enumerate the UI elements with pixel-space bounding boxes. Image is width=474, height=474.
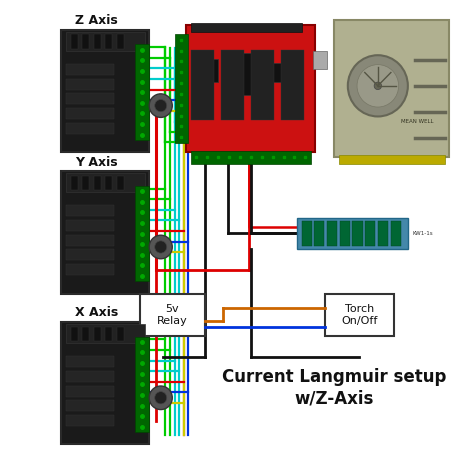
Bar <box>314 220 325 246</box>
Bar <box>117 35 124 48</box>
Bar <box>62 322 149 444</box>
Bar <box>66 235 114 246</box>
Bar <box>66 356 114 367</box>
Circle shape <box>374 82 382 90</box>
Bar <box>94 327 100 341</box>
Bar <box>191 59 219 82</box>
Circle shape <box>149 386 172 410</box>
Bar <box>251 50 274 120</box>
Bar <box>221 50 244 120</box>
Bar <box>94 35 100 48</box>
Text: 5v
Relay: 5v Relay <box>157 304 188 326</box>
Text: KW1-1s: KW1-1s <box>412 231 433 236</box>
Bar <box>297 218 408 249</box>
Bar <box>353 220 363 246</box>
Bar <box>66 108 114 119</box>
Bar <box>82 35 89 48</box>
Bar <box>62 30 149 152</box>
Bar <box>66 205 114 216</box>
Bar <box>66 79 114 90</box>
Text: Y Axis: Y Axis <box>75 155 118 169</box>
Bar <box>66 220 114 231</box>
Bar <box>66 173 145 192</box>
Bar <box>82 327 89 341</box>
Bar <box>191 151 311 164</box>
Circle shape <box>149 235 172 259</box>
Bar <box>186 25 316 152</box>
Text: Z Axis: Z Axis <box>75 14 118 27</box>
Bar <box>66 93 114 104</box>
Bar <box>140 293 205 336</box>
Bar <box>269 64 297 82</box>
Bar <box>301 220 312 246</box>
Circle shape <box>155 100 167 112</box>
Bar <box>174 35 188 143</box>
Bar <box>71 176 78 190</box>
Bar <box>66 123 114 134</box>
Bar <box>136 186 149 281</box>
Bar <box>66 400 114 411</box>
Circle shape <box>357 64 399 107</box>
Circle shape <box>348 55 408 117</box>
Bar <box>223 53 264 95</box>
Bar <box>325 293 394 336</box>
Bar <box>191 23 301 32</box>
Bar <box>117 176 124 190</box>
Bar <box>378 220 388 246</box>
Bar <box>71 327 78 341</box>
Bar <box>66 264 114 275</box>
Bar <box>334 20 449 157</box>
Bar <box>136 337 149 432</box>
Bar <box>391 220 401 246</box>
Bar <box>66 32 145 51</box>
Bar <box>338 155 445 164</box>
Circle shape <box>149 94 172 118</box>
Bar <box>66 415 114 426</box>
Bar <box>71 35 78 48</box>
Bar <box>191 50 214 120</box>
Text: X Axis: X Axis <box>75 307 118 319</box>
Bar <box>365 220 375 246</box>
Bar <box>105 176 112 190</box>
Bar <box>66 371 114 382</box>
Bar <box>340 220 350 246</box>
Text: MEAN WELL: MEAN WELL <box>401 118 433 124</box>
Bar <box>105 327 112 341</box>
Text: Current Langmuir setup
w/Z-Axis: Current Langmuir setup w/Z-Axis <box>222 368 446 407</box>
Bar <box>82 176 89 190</box>
Bar <box>94 176 100 190</box>
Bar <box>62 171 149 293</box>
Text: Torch
On/Off: Torch On/Off <box>341 304 378 326</box>
Bar <box>66 324 145 343</box>
Bar <box>66 385 114 397</box>
Bar <box>105 35 112 48</box>
Bar <box>66 64 114 75</box>
Bar <box>117 327 124 341</box>
Circle shape <box>155 241 167 253</box>
Bar <box>136 45 149 140</box>
Bar <box>313 51 327 70</box>
Bar <box>327 220 337 246</box>
Circle shape <box>155 392 167 404</box>
Bar <box>66 249 114 261</box>
Bar <box>281 50 304 120</box>
